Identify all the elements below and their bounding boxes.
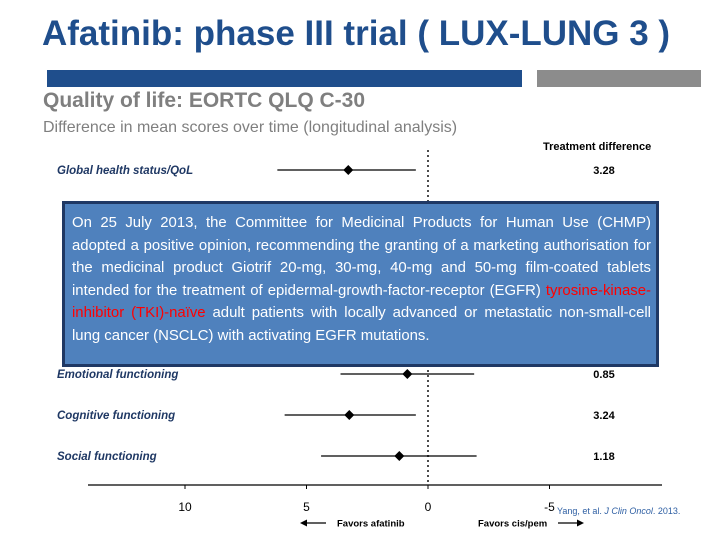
estimate-diamond [344,410,355,420]
favors-cispem-label: Favors cis/pem [478,519,547,530]
row-label: Emotional functioning [57,369,178,381]
favors-afatinib-label: Favors afatinib [337,519,405,530]
row-label: Global health status/QoL [57,165,193,177]
estimate-diamond [402,369,413,379]
callout-text-end: adult patients with locally advanced or … [72,305,651,344]
row-value: 0.85 [593,369,614,381]
row-value: 1.18 [593,451,614,463]
row-label: Cognitive functioning [57,410,175,422]
favors-cispem-arrowhead [577,519,584,527]
citation-suffix: . 2013. [652,506,681,516]
estimate-diamond [394,451,405,461]
chmp-opinion-text: On 25 July 2013, the Committee for Medic… [72,212,651,347]
row-value: 3.24 [593,410,615,422]
x-tick-label: 0 [425,500,432,514]
slide-title: Afatinib: phase III trial ( LUX-LUNG 3 ) [42,14,671,53]
chart-subtitle: Quality of life: EORTC QLQ C-30 [43,89,366,112]
callout-text-start: On 25 July 2013, the Committee for Medic… [72,215,651,299]
x-tick-label: 5 [303,500,310,514]
estimate-diamond [343,165,354,175]
citation-prefix: Yang, et al. [557,506,605,516]
title-underline-blue [47,70,522,87]
chart-description: Difference in mean scores over time (lon… [43,119,458,136]
x-tick-label: 10 [178,500,192,514]
callout-text-highlight: tyrosine-kinase-inhibitor (TKI)-naïve [72,282,651,322]
row-value: 3.28 [593,165,614,177]
chmp-opinion-callout: On 25 July 2013, the Committee for Medic… [62,201,659,367]
favors-afatinib-arrowhead [300,519,307,527]
treatment-difference-header: Treatment difference [543,141,652,153]
citation: Yang, et al. J Clin Oncol. 2013. [557,506,680,516]
citation-journal: J Clin Oncol [604,506,653,516]
x-tick-label: -5 [544,500,555,514]
title-underline-gray [537,70,701,87]
row-label: Social functioning [57,451,157,463]
